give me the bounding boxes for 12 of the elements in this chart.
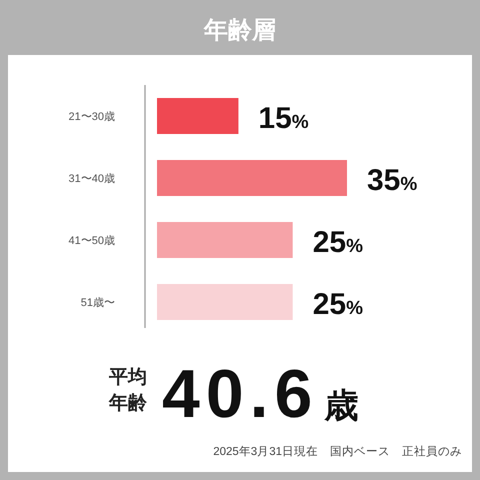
y-tick-label: 21〜30歳 <box>68 110 115 123</box>
text: 平均 <box>108 367 147 388</box>
y-tick-label: 51歳〜 <box>80 296 115 309</box>
data-label: 35% <box>367 164 418 197</box>
text: 年齢 <box>108 393 148 414</box>
data-label: 25% <box>312 288 364 321</box>
data-label: 15% <box>258 102 309 135</box>
chart-title: 年齢層 <box>203 17 276 44</box>
y-tick-label: 31〜40歳 <box>68 172 115 185</box>
text: 2025年3月31日現在 国内ベース 正社員のみ <box>213 445 462 458</box>
y-tick-label: 41〜50歳 <box>68 234 115 247</box>
data-label: 25% <box>312 226 364 259</box>
